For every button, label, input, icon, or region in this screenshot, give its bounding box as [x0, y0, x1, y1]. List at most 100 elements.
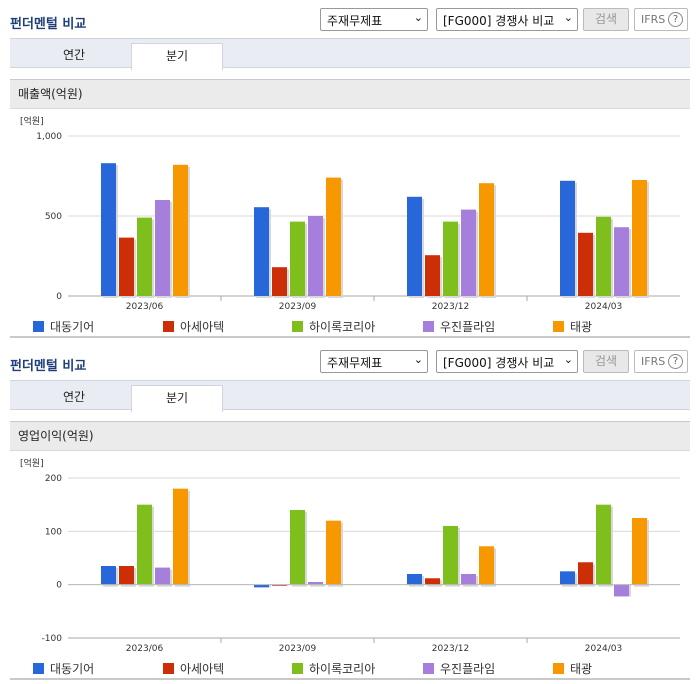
bar[interactable]	[407, 196, 422, 296]
panel-header: 펀더멘털 비교 주재무제표 ⌄ [FG000] 경쟁사 비교 ⌄ 검색 IFRS?	[0, 0, 696, 40]
legend-label: 하이록코리아	[309, 320, 375, 334]
bar[interactable]	[425, 578, 440, 585]
period-tabs: 연간 분기	[10, 38, 690, 70]
y-tick-label: 100	[45, 527, 62, 537]
legend-label: 하이록코리아	[309, 662, 375, 676]
panel-divider	[10, 336, 690, 338]
tab-annual[interactable]: 연간	[62, 390, 86, 404]
period-tabs: 연간 분기	[10, 380, 690, 412]
bar[interactable]	[407, 574, 422, 585]
operating-profit-bar-chart: [억원] -100 0 100 200 2023/06 2023/09 2023/12 2024…	[20, 457, 680, 676]
bar[interactable]	[614, 227, 629, 296]
bar[interactable]	[155, 567, 170, 585]
bar[interactable]	[560, 571, 575, 585]
bar[interactable]	[632, 180, 647, 296]
chart-subtitle: 영업이익(억원)	[10, 421, 690, 451]
unit-label: [억원]	[20, 115, 44, 127]
legend-swatch	[33, 663, 44, 674]
bar[interactable]	[461, 574, 476, 585]
help-icon: ?	[668, 12, 683, 27]
legend-label: 태광	[570, 662, 592, 676]
x-category-label: 2023/12	[432, 644, 469, 654]
legend-label: 우진플라임	[440, 662, 495, 676]
legend-label: 태광	[570, 320, 592, 334]
bar[interactable]	[425, 255, 440, 296]
legend-label: 아세아텍	[180, 662, 224, 676]
panel-title: 펀더멘털 비교	[10, 17, 87, 32]
statement-select-value: 주재무제표	[327, 356, 383, 370]
bar[interactable]	[443, 526, 458, 585]
x-category-label: 2023/09	[279, 644, 317, 654]
bar[interactable]	[137, 504, 152, 585]
bar[interactable]	[272, 584, 287, 586]
bar[interactable]	[326, 520, 341, 585]
bar[interactable]	[308, 216, 323, 296]
bar[interactable]	[632, 518, 647, 585]
x-category-label: 2023/06	[126, 644, 164, 654]
compare-select[interactable]: [FG000] 경쟁사 비교 ⌄	[436, 8, 578, 31]
bar[interactable]	[443, 221, 458, 296]
bar[interactable]	[596, 216, 611, 296]
ifrs-help-button[interactable]: IFRS?	[634, 350, 688, 373]
x-category-label: 2023/09	[279, 302, 317, 312]
bar[interactable]	[596, 504, 611, 585]
bar[interactable]	[479, 546, 494, 585]
tab-annual[interactable]: 연간	[62, 48, 86, 62]
search-button[interactable]: 검색	[583, 8, 629, 31]
chevron-down-icon: ⌄	[563, 11, 573, 24]
x-category-label: 2023/06	[126, 302, 164, 312]
bar[interactable]	[272, 267, 287, 296]
legend-swatch	[553, 663, 564, 674]
legend-label: 우진플라임	[440, 320, 495, 334]
bar[interactable]	[461, 209, 476, 296]
bar[interactable]	[326, 177, 341, 296]
bar[interactable]	[173, 488, 188, 585]
legend-swatch	[423, 321, 434, 332]
unit-label: [억원]	[20, 457, 44, 469]
ifrs-help-button[interactable]: IFRS?	[634, 8, 688, 31]
bar[interactable]	[119, 566, 134, 585]
tab-quarter[interactable]: 분기	[131, 43, 223, 70]
statement-select-value: 주재무제표	[327, 14, 383, 28]
legend-label: 대동기어	[50, 320, 94, 334]
y-tick-label: 0	[56, 292, 62, 302]
bar[interactable]	[101, 163, 116, 296]
search-button[interactable]: 검색	[583, 350, 629, 373]
fundamental-panel-operating-profit: 펀더멘털 비교 주재무제표 ⌄ [FG000] 경쟁사 비교 ⌄ 검색 IFRS? …	[0, 342, 696, 684]
y-tick-label: 200	[45, 474, 62, 484]
fundamental-panel-sales: 펀더멘털 비교 주재무제표 ⌄ [FG000] 경쟁사 비교 ⌄ 검색 IFRS? …	[0, 0, 696, 338]
y-tick-label: 500	[45, 212, 62, 222]
bar[interactable]	[614, 584, 629, 597]
x-category-label: 2024/03	[585, 302, 622, 312]
bar[interactable]	[578, 232, 593, 296]
statement-select[interactable]: 주재무제표 ⌄	[320, 350, 428, 373]
bar[interactable]	[137, 217, 152, 296]
help-icon: ?	[668, 354, 683, 369]
bar[interactable]	[101, 566, 116, 585]
bar[interactable]	[479, 183, 494, 296]
compare-select[interactable]: [FG000] 경쟁사 비교 ⌄	[436, 350, 578, 373]
bar[interactable]	[254, 584, 269, 588]
tab-quarter[interactable]: 분기	[131, 385, 223, 412]
bar[interactable]	[119, 237, 134, 296]
x-category-label: 2023/12	[432, 302, 469, 312]
compare-select-value: [FG000] 경쟁사 비교	[443, 356, 555, 370]
statement-select[interactable]: 주재무제표 ⌄	[320, 8, 428, 31]
panel-divider	[10, 678, 690, 680]
bar[interactable]	[290, 510, 305, 585]
chevron-down-icon: ⌄	[413, 11, 423, 24]
bar[interactable]	[308, 582, 323, 585]
bar[interactable]	[254, 207, 269, 296]
bar[interactable]	[155, 200, 170, 296]
legend-swatch	[553, 321, 564, 332]
bar[interactable]	[560, 180, 575, 296]
ifrs-label: IFRS	[641, 355, 666, 368]
ifrs-label: IFRS	[641, 13, 666, 26]
panel-title: 펀더멘털 비교	[10, 359, 87, 374]
bar[interactable]	[578, 562, 593, 585]
bar[interactable]	[290, 221, 305, 296]
x-category-label: 2024/03	[585, 644, 622, 654]
legend-swatch	[423, 663, 434, 674]
legend-label: 아세아텍	[180, 320, 224, 334]
bar[interactable]	[173, 164, 188, 296]
